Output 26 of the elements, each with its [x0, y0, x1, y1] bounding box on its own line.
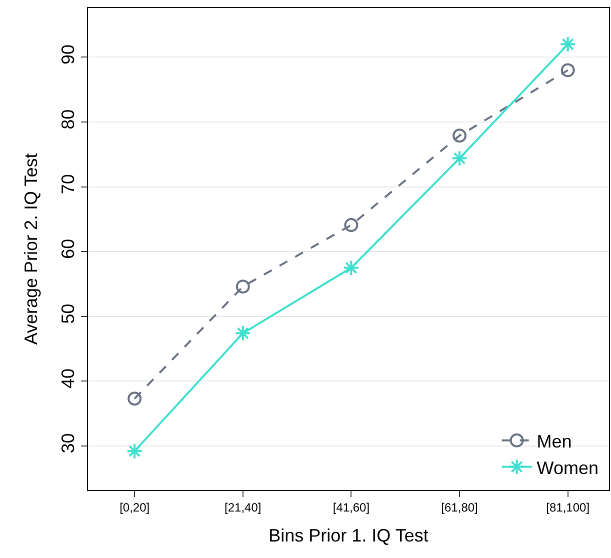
x-tick-label: [21,40]: [224, 500, 262, 514]
legend-label: Women: [536, 458, 598, 478]
point: [128, 392, 142, 406]
point: [451, 150, 468, 166]
point: [343, 260, 360, 276]
y-tick-label: 60: [58, 238, 78, 259]
y-tick-label: 40: [58, 368, 78, 388]
point: [234, 325, 252, 342]
point: [560, 63, 575, 78]
point: [126, 442, 143, 460]
y-tick-label: 30: [58, 433, 78, 454]
point: [452, 128, 467, 143]
y-tick-label: 80: [58, 109, 78, 130]
y-tick-label: 90: [58, 44, 78, 65]
point: [560, 36, 576, 52]
point: [236, 280, 250, 294]
x-tick-label: [81,100]: [546, 500, 590, 514]
x-tick-label: [61,80]: [441, 500, 478, 514]
legend-label: Men: [536, 431, 572, 452]
point: [344, 218, 358, 232]
y-tick-label: 50: [58, 304, 78, 324]
x-axis-title: Bins Prior 1. IQ Test: [268, 526, 428, 546]
x-tick-label: [41,60]: [332, 500, 370, 514]
y-axis-title: Average Prior 2. IQ Test: [21, 153, 41, 345]
x-tick-label: [0,20]: [120, 500, 150, 514]
y-tick-label: 70: [58, 174, 78, 194]
